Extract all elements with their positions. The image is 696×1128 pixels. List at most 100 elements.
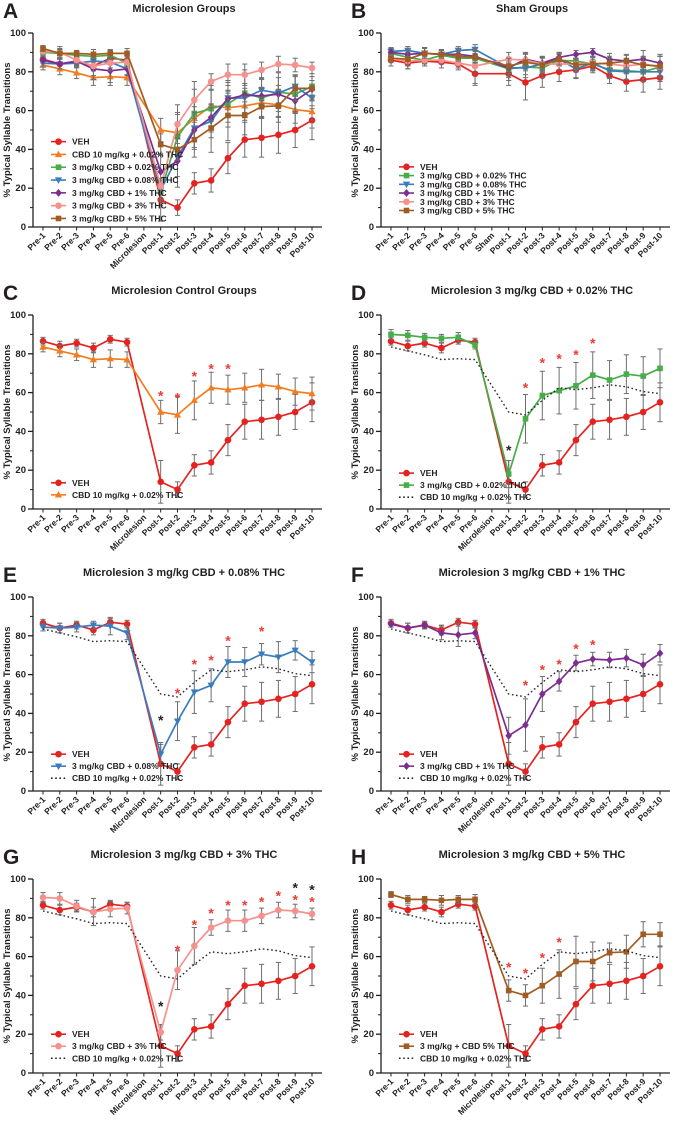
svg-text:*: * [590, 637, 596, 653]
svg-text:20: 20 [363, 747, 374, 758]
chart-A: 0 20 40 60 80 100 Pre-1Pre-2Pre-3Pre-4Pre-5Pre… [2, 28, 322, 271]
svg-text:3 mg/kg CBD + 3% THC: 3 mg/kg CBD + 3% THC [420, 197, 515, 207]
legend: VEH 3 mg/kg + CBD 5% THC CBD 10 mg/kg + 0.… [399, 1029, 531, 1063]
series-3-mg-kg-cbd-3-thc [39, 892, 316, 1041]
svg-text:*: * [573, 640, 579, 656]
series-cbd-10-mg-kg-0-02-thc [390, 628, 661, 698]
svg-text:CBD 10 mg/kg + 0.02% THC: CBD 10 mg/kg + 0.02% THC [72, 773, 183, 783]
svg-text:Pre-2: Pre-2 [42, 1076, 64, 1098]
svg-text:*: * [556, 656, 562, 672]
svg-text:20: 20 [15, 465, 26, 476]
panel-letter-B: B [351, 0, 367, 23]
svg-text:Pre-1: Pre-1 [25, 230, 47, 252]
chart-H: 0 20 40 60 80 100 Pre-1Pre-2Pre-3Pre-4Pre-5Pre… [350, 874, 670, 1117]
x-tick-labels: Pre-1Pre-2Pre-3Pre-4Pre-5Pre-6Microlesio… [373, 512, 664, 553]
chart-G: 0 20 40 60 80 100 Pre-1Pre-2Pre-3Pre-4Pre-5Pre… [2, 874, 322, 1117]
panel-F: F Microlesion 3 mg/kg CBD + 1% THC 0 20 40… [348, 564, 696, 846]
chart-E: 0 20 40 60 80 100 Pre-1Pre-2Pre-3Pre-4Pre-5Pre… [2, 592, 322, 835]
svg-text:CBD 10 mg/kg + 0.02% THC: CBD 10 mg/kg + 0.02% THC [420, 773, 531, 783]
x-tick-labels: Pre-1Pre-2Pre-3Pre-4Pre-5Pre-6Microlesio… [25, 1076, 316, 1117]
y-tick-labels: 0 20 40 60 80 100 [10, 874, 26, 1079]
svg-text:Pre-4: Pre-4 [424, 794, 446, 816]
svg-text:80: 80 [363, 67, 374, 78]
panel-letter-G: G [3, 846, 20, 869]
svg-text:100: 100 [10, 874, 26, 885]
svg-text:80: 80 [15, 631, 26, 642]
svg-text:*: * [523, 380, 529, 396]
svg-text:*: * [225, 360, 231, 376]
svg-text:VEH: VEH [72, 1029, 89, 1039]
axes [376, 32, 670, 231]
significance-asterisks: **** * * * * **** [158, 880, 315, 1014]
svg-text:Pre-1: Pre-1 [25, 1076, 47, 1098]
svg-text:Pre-2: Pre-2 [390, 794, 412, 816]
svg-text:100: 100 [10, 310, 26, 321]
svg-text:*: * [175, 942, 181, 958]
legend: VEH CBD 10 mg/kg + 0.02% THC [51, 478, 183, 500]
svg-text:Pre-5: Pre-5 [93, 1076, 115, 1098]
svg-text:20: 20 [363, 1029, 374, 1040]
svg-text:Pre-3: Pre-3 [407, 1076, 429, 1098]
panel-letter-H: H [351, 846, 367, 869]
svg-text:3 mg/kg CBD + 5% THC: 3 mg/kg CBD + 5% THC [72, 213, 167, 223]
y-tick-labels: 0 20 40 60 80 100 [358, 592, 374, 797]
svg-text:80: 80 [363, 913, 374, 924]
svg-text:*: * [523, 677, 529, 693]
y-axis-label: % Typical Syllable Transitions [2, 909, 13, 1044]
svg-text:Pre-3: Pre-3 [407, 794, 429, 816]
x-tick-labels: Pre-1Pre-2Pre-3Pre-4Pre-5Pre-6ShamPost-1… [373, 230, 664, 259]
svg-text:*: * [192, 917, 198, 933]
svg-text:Pre-5: Pre-5 [441, 230, 463, 252]
significance-asterisks: * * * * * * [158, 623, 265, 728]
panel-title-A: Microlesion Groups [132, 3, 236, 15]
svg-text:3 mg/kg CBD + 1% THC: 3 mg/kg CBD + 1% THC [72, 188, 167, 198]
svg-text:3 mg/kg + CBD 5% THC: 3 mg/kg + CBD 5% THC [420, 1041, 515, 1051]
svg-text:Pre-3: Pre-3 [407, 230, 429, 252]
svg-text:Pre-2: Pre-2 [390, 230, 412, 252]
svg-text:60: 60 [363, 670, 374, 681]
svg-text:*: * [158, 998, 164, 1014]
svg-text:3 mg/kg CBD + 0.08% THC: 3 mg/kg CBD + 0.08% THC [72, 175, 179, 185]
svg-text:40: 40 [15, 990, 26, 1001]
svg-text:*: * [259, 893, 265, 909]
legend: VEH 3 mg/kg CBD + 3% THC CBD 10 mg/kg + 0.… [51, 1029, 183, 1063]
panel-letter-C: C [3, 282, 19, 305]
y-axis-label: % Typical Syllable Transitions [350, 345, 361, 480]
svg-text:Pre-4: Pre-4 [424, 230, 446, 252]
svg-text:3 mg/kg CBD + 5% THC: 3 mg/kg CBD + 5% THC [420, 206, 515, 216]
significance-asterisks: * * * * * * [506, 335, 596, 458]
svg-text:*: * [556, 934, 562, 950]
svg-text:Pre-3: Pre-3 [59, 1076, 81, 1098]
legend: VEH 3 mg/kg CBD + 0.02% THC CBD 10 mg/kg +… [399, 468, 531, 502]
svg-text:VEH: VEH [72, 478, 89, 488]
svg-text:100: 100 [358, 874, 374, 885]
x-tick-labels: Pre-1Pre-2Pre-3Pre-4Pre-5Pre-6Microlesio… [373, 1076, 664, 1117]
svg-text:*: * [225, 897, 231, 913]
svg-text:*: * [540, 950, 546, 966]
svg-text:0: 0 [21, 504, 26, 515]
svg-text:Pre-4: Pre-4 [76, 230, 98, 252]
panel-title-G: Microlesion 3 mg/kg CBD + 3% THC [90, 849, 278, 861]
svg-text:3 mg/kg CBD + 3% THC: 3 mg/kg CBD + 3% THC [72, 201, 167, 211]
y-axis-label: % Typical Syllable Transitions [350, 627, 361, 762]
svg-text:40: 40 [363, 144, 374, 155]
y-tick-labels: 0 20 40 60 80 100 [10, 592, 26, 797]
svg-text:*: * [309, 893, 315, 909]
svg-text:*: * [192, 656, 198, 672]
svg-text:40: 40 [363, 990, 374, 1001]
svg-text:VEH: VEH [420, 468, 437, 478]
svg-text:60: 60 [15, 952, 26, 963]
chart-D: 0 20 40 60 80 100 Pre-1Pre-2Pre-3Pre-4Pre-5Pre… [350, 310, 670, 553]
significance-asterisks: * * * * [506, 934, 562, 981]
svg-text:0: 0 [369, 1068, 374, 1079]
panel-letter-D: D [351, 282, 367, 305]
y-tick-labels: 0 20 40 60 80 100 [358, 874, 374, 1079]
svg-text:Pre-4: Pre-4 [76, 1076, 98, 1098]
svg-text:Pre-5: Pre-5 [441, 512, 463, 534]
svg-text:VEH: VEH [72, 137, 89, 147]
series-3-mg-kg-cbd-0-02-thc [388, 329, 663, 489]
panel-H: H Microlesion 3 mg/kg CBD + 5% THC 0 20 40… [348, 846, 696, 1128]
svg-text:CBD 10 mg/kg + 0.02% THC: CBD 10 mg/kg + 0.02% THC [420, 1053, 531, 1063]
panel-A: A Microlesion Groups 0 20 40 60 80 100 Pre-1 Pr… [0, 0, 348, 282]
y-tick-labels: 0 20 40 60 80 100 [358, 28, 374, 233]
